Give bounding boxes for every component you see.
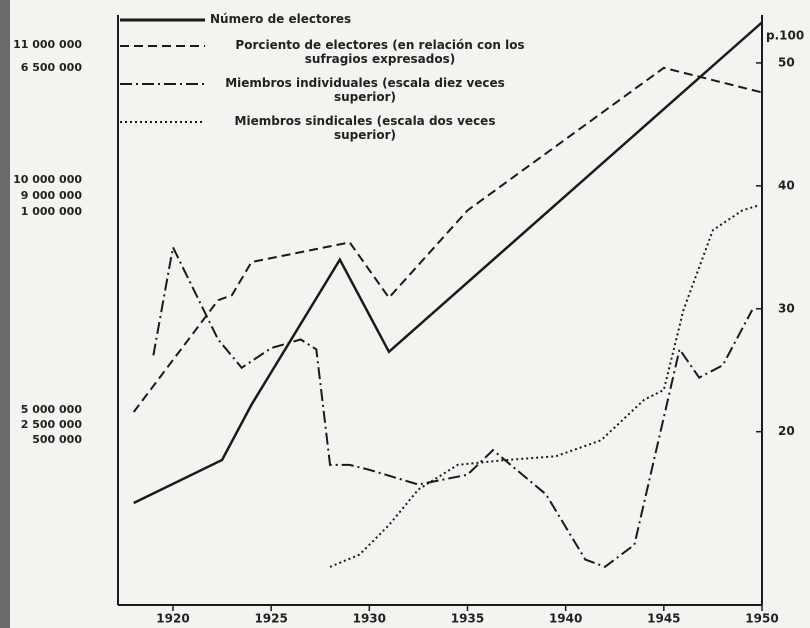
x-tick-label: 1925: [254, 612, 287, 626]
legend-label: Número de electores: [210, 12, 352, 26]
y-tick-label: 50: [778, 55, 795, 69]
y-tick-label: 40: [778, 178, 795, 192]
legend-label: Miembros sindicales (escala dos veces su…: [234, 114, 496, 142]
left-axis-label: 9 000 000: [21, 189, 83, 202]
scan-edge: [0, 0, 10, 628]
y-tick-label: 20: [778, 424, 795, 438]
x-tick-label: 1950: [745, 612, 778, 626]
y-tick-label: 30: [778, 301, 795, 315]
left-axis-label: 10 000 000: [13, 173, 82, 186]
series-line: [133, 21, 763, 505]
left-axis-label: 6 500 000: [21, 61, 83, 74]
x-tick-label: 1930: [353, 612, 386, 626]
left-axis-label: 5 000 000: [21, 403, 83, 416]
series-line: [132, 66, 763, 413]
legend-label: Miembros individuales (escala diez veces…: [225, 76, 505, 104]
x-tick-label: 1945: [647, 612, 680, 626]
x-tick-label: 1935: [451, 612, 484, 626]
series-line: [152, 244, 754, 569]
left-axis-label: 2 500 000: [21, 418, 83, 431]
x-tick-label: 1920: [156, 612, 189, 626]
legend-label: Porciento de electores (en relación con …: [235, 38, 525, 66]
left-axis-label: 1 000 000: [21, 205, 83, 218]
series-line: [329, 204, 759, 568]
x-tick-label: 1940: [549, 612, 582, 626]
y-axis-label: p.100: [766, 29, 804, 43]
left-axis-label: 11 000 000: [13, 38, 82, 51]
left-axis-label: 500 000: [32, 433, 82, 446]
